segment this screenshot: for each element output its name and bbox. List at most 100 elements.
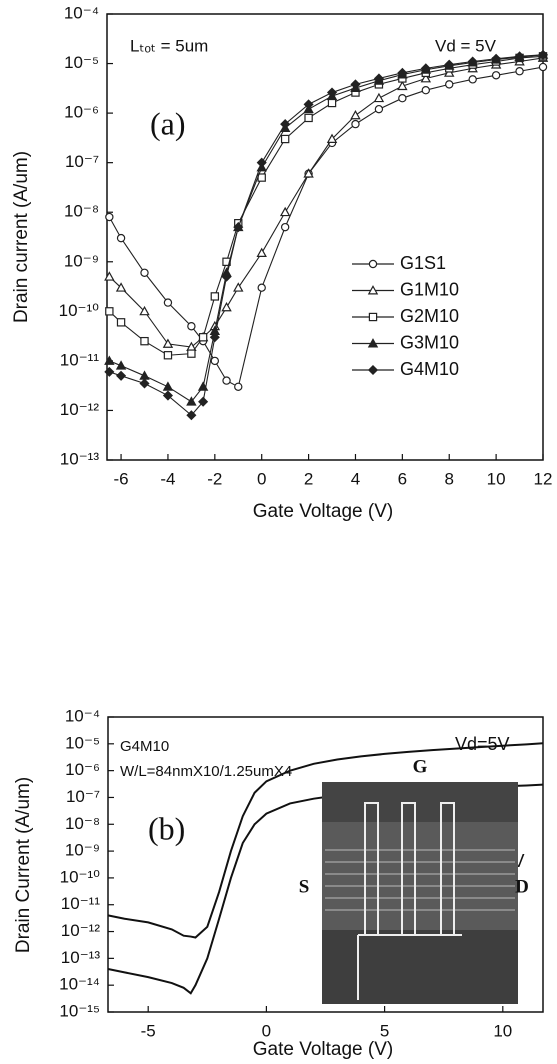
y-tick-label: 10⁻¹⁴ <box>59 975 100 994</box>
marker <box>210 292 220 301</box>
x-tick-label: 4 <box>351 469 360 488</box>
marker <box>140 336 149 346</box>
series-line <box>109 54 544 417</box>
marker <box>444 59 455 70</box>
x-tick-label: 0 <box>257 469 266 488</box>
marker <box>537 49 549 60</box>
marker <box>280 119 291 130</box>
marker <box>221 301 232 312</box>
inset-lines <box>325 849 515 911</box>
marker <box>280 222 290 232</box>
marker <box>187 322 196 331</box>
legend-marker <box>367 285 379 295</box>
marker <box>420 73 432 83</box>
legend-marker <box>367 364 379 376</box>
legend-label: G3M10 <box>400 332 459 352</box>
marker <box>491 53 502 64</box>
plot-frame <box>107 716 544 1013</box>
marker <box>162 381 174 391</box>
marker <box>140 268 149 277</box>
marker <box>116 233 126 243</box>
y-tick-label: 10⁻⁵ <box>64 53 99 72</box>
y-tick-label: 10⁻⁷ <box>66 787 100 806</box>
marker <box>304 113 313 123</box>
y-tick-label: 10⁻¹⁰ <box>59 301 100 320</box>
x-tick-label: -4 <box>160 469 175 488</box>
marker <box>162 390 173 401</box>
y-axis-label: Drain current (A/um) <box>11 151 32 323</box>
y-tick-label: 10⁻¹¹ <box>60 350 100 369</box>
series-line <box>109 54 544 403</box>
marker <box>116 318 126 327</box>
inset-label: S <box>299 876 310 897</box>
series-line <box>107 742 544 939</box>
marker <box>104 366 115 377</box>
legend-label: G4M10 <box>400 359 459 379</box>
marker <box>515 67 524 76</box>
marker <box>326 87 338 98</box>
y-tick-label: 10⁻⁶ <box>64 103 99 122</box>
marker <box>538 62 548 72</box>
y-tick-label: 10⁻¹³ <box>60 449 100 468</box>
marker <box>139 370 150 380</box>
marker <box>139 378 150 389</box>
annotation: G4M10 <box>120 738 169 755</box>
marker <box>326 133 338 143</box>
marker <box>256 247 267 258</box>
x-tick-label: 12 <box>534 469 553 488</box>
y-tick-label: 10⁻⁶ <box>65 760 100 779</box>
legend-marker <box>368 312 378 322</box>
marker <box>373 73 384 84</box>
y-tick-label: 10⁻⁴ <box>64 3 99 22</box>
marker <box>163 351 173 360</box>
marker <box>467 56 478 67</box>
marker <box>234 382 243 392</box>
y-tick-label: 10⁻⁸ <box>65 814 100 833</box>
x-tick-label: 5 <box>380 1021 389 1040</box>
y-tick-label: 10⁻¹² <box>60 400 100 419</box>
annotation: W/L=84nmX10/1.25umX4 <box>120 763 292 780</box>
marker <box>105 212 114 222</box>
x-tick-label: 2 <box>304 469 313 488</box>
marker <box>186 410 197 421</box>
x-axis-label: Gate Voltage (V) <box>253 1039 393 1060</box>
marker <box>209 332 220 343</box>
marker <box>373 92 385 103</box>
x-tick-label: -2 <box>207 469 222 488</box>
x-tick-label: 10 <box>493 1021 512 1040</box>
x-tick-label: -6 <box>114 469 129 488</box>
legend-marker <box>367 338 379 348</box>
marker <box>186 396 197 406</box>
annotation: (b) <box>148 810 185 846</box>
marker <box>327 98 337 108</box>
marker <box>210 356 220 366</box>
annotation: Lₜₒₜ = 5um <box>130 36 208 55</box>
x-tick-label: 0 <box>262 1021 271 1040</box>
marker <box>104 355 115 365</box>
inset-label: G <box>413 756 428 777</box>
inset-band <box>322 930 518 1004</box>
marker <box>280 134 290 144</box>
marker <box>303 99 314 110</box>
marker <box>233 222 244 233</box>
y-tick-label: 10⁻⁷ <box>65 152 99 171</box>
y-tick-label: 10⁻¹⁰ <box>60 867 101 886</box>
annotation: (a) <box>150 105 186 141</box>
marker <box>514 51 525 62</box>
marker <box>468 75 477 84</box>
y-tick-label: 10⁻¹³ <box>61 948 101 967</box>
series-label: Vd=5V <box>455 734 510 754</box>
marker <box>351 119 360 129</box>
marker <box>303 168 314 178</box>
marker <box>198 333 208 342</box>
inset-gates <box>357 802 462 1000</box>
y-tick-label: 10⁻⁸ <box>64 202 99 221</box>
series-line <box>108 55 544 356</box>
marker <box>105 307 114 316</box>
series-line <box>108 57 544 348</box>
marker <box>104 271 115 281</box>
marker <box>256 157 267 168</box>
marker <box>445 80 454 89</box>
